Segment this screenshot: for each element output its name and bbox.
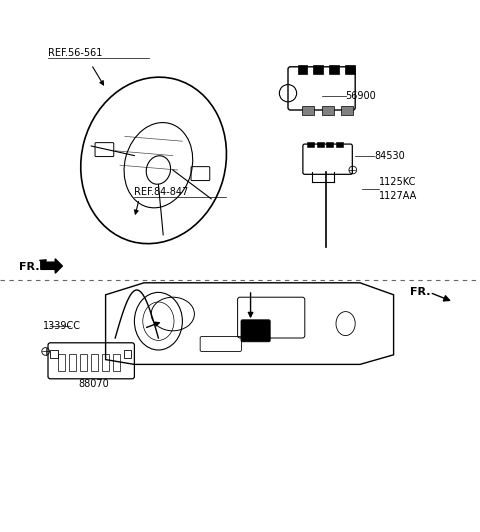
- Bar: [341, 106, 353, 115]
- Bar: [345, 65, 355, 74]
- Bar: [307, 142, 314, 147]
- Bar: [69, 354, 76, 371]
- Text: FR.: FR.: [410, 287, 431, 297]
- Bar: [102, 354, 109, 371]
- Bar: [322, 106, 334, 115]
- Text: 88070: 88070: [78, 379, 109, 389]
- Bar: [329, 65, 339, 74]
- Bar: [50, 350, 58, 358]
- Text: 84530: 84530: [374, 151, 405, 161]
- Text: 56900: 56900: [346, 90, 376, 101]
- Text: FR.: FR.: [19, 262, 40, 272]
- Bar: [302, 106, 314, 115]
- Polygon shape: [41, 259, 62, 273]
- Text: 1125KC: 1125KC: [379, 177, 417, 187]
- Text: REF.56-561: REF.56-561: [48, 48, 102, 57]
- Bar: [58, 354, 65, 371]
- Bar: [91, 354, 98, 371]
- Bar: [336, 142, 343, 147]
- Bar: [313, 65, 323, 74]
- Text: REF.84-847: REF.84-847: [134, 187, 189, 197]
- Text: 1127AA: 1127AA: [379, 192, 418, 202]
- Bar: [298, 65, 307, 74]
- Bar: [124, 350, 131, 358]
- Text: 1339CC: 1339CC: [43, 321, 81, 331]
- FancyBboxPatch shape: [241, 320, 270, 342]
- Bar: [326, 142, 333, 147]
- Bar: [113, 354, 120, 371]
- Bar: [317, 142, 324, 147]
- Bar: [80, 354, 87, 371]
